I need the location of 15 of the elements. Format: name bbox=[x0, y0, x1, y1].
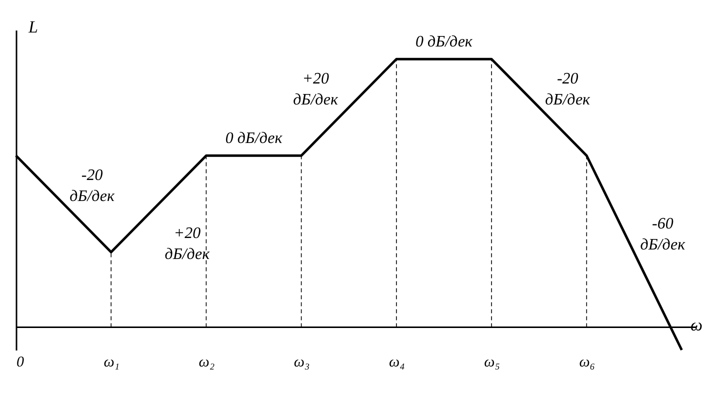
x-tick-label: ω₁ bbox=[104, 354, 120, 370]
annotation: +20 дБ/дек bbox=[293, 70, 339, 108]
annotation: -20 дБ/дек bbox=[545, 70, 591, 108]
x-tick-label: ω₄ bbox=[389, 354, 405, 370]
annotation: +20 дБ/дек bbox=[164, 224, 210, 263]
annotation: -20 дБ/дек bbox=[70, 166, 116, 205]
x-tick-label: ω₆ bbox=[579, 354, 596, 370]
x-tick-label: ω₃ bbox=[294, 354, 310, 370]
x-tick-label: ω₅ bbox=[484, 354, 500, 370]
annotation: -60 дБ/дек bbox=[640, 216, 686, 254]
text: 0 дБ/дек bbox=[416, 34, 473, 51]
x-tick-label: 0 bbox=[16, 354, 24, 370]
x-tick-label: ω₂ bbox=[198, 354, 215, 370]
annotation: 0 дБ/дек bbox=[225, 130, 283, 148]
y-axis-title: L bbox=[28, 18, 38, 36]
